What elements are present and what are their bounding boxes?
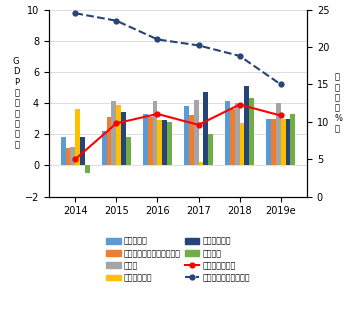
Bar — [235, 103, 239, 165]
Bar — [167, 122, 172, 165]
Bar — [80, 137, 85, 165]
Bar — [266, 119, 271, 165]
Bar — [281, 119, 285, 165]
Bar — [245, 86, 250, 165]
Bar — [189, 115, 194, 165]
Bar — [276, 103, 281, 165]
Bar — [194, 100, 199, 165]
Bar — [70, 147, 75, 165]
Bar — [75, 109, 80, 165]
Bar — [271, 119, 276, 165]
Bar — [148, 117, 153, 165]
Bar — [61, 137, 66, 165]
Bar — [285, 119, 290, 165]
Bar — [184, 106, 189, 165]
Bar — [111, 101, 117, 165]
Bar — [153, 101, 157, 165]
Bar — [117, 105, 121, 165]
Bar — [203, 92, 208, 165]
Legend: アルバニア, ボスニア・ヘルツェゴビナ, コソボ, 北マケドニア, モンテネグロ, セルビア, 西バルカン平均, 西バルカン平均失業率: アルバニア, ボスニア・ヘルツェゴビナ, コソボ, 北マケドニア, モンテネグロ… — [104, 234, 252, 285]
Bar — [230, 109, 235, 165]
Bar — [126, 137, 131, 165]
Bar — [250, 98, 254, 165]
Y-axis label: G
D
P
成
長
率
（
％
）: G D P 成 長 率 （ ％ ） — [13, 57, 19, 149]
Bar — [102, 131, 106, 165]
Bar — [157, 120, 162, 165]
Bar — [66, 148, 70, 165]
Bar — [143, 114, 148, 165]
Bar — [290, 114, 295, 165]
Bar — [121, 113, 126, 165]
Bar — [208, 134, 213, 165]
Bar — [199, 162, 203, 165]
Bar — [85, 165, 90, 173]
Y-axis label: 失
業
率
（
%
）: 失 業 率 （ % ） — [335, 73, 343, 133]
Bar — [239, 123, 245, 165]
Bar — [162, 120, 167, 165]
Bar — [106, 117, 111, 165]
Bar — [225, 101, 230, 165]
